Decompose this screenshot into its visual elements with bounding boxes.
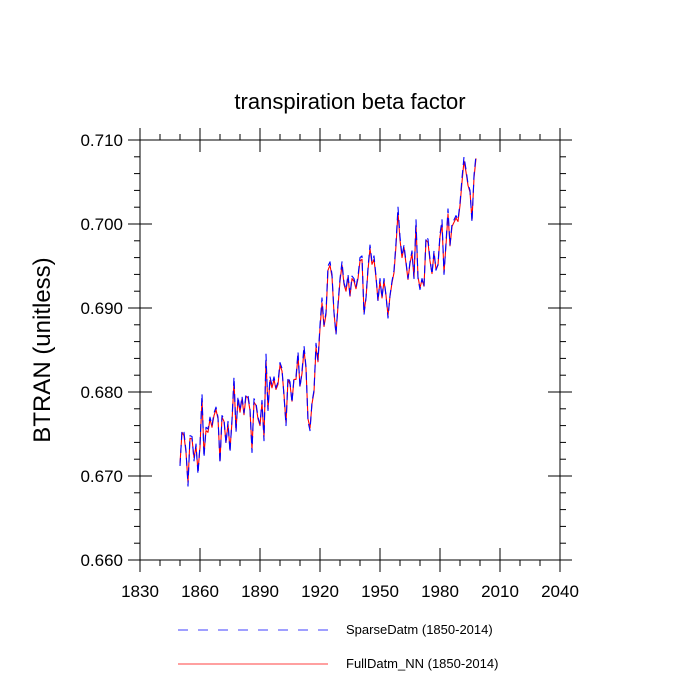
x-tick-label: 1830	[121, 582, 159, 601]
plot-frame	[139, 139, 561, 561]
y-tick-label: 0.690	[80, 299, 123, 318]
x-tick-label: 1920	[301, 582, 339, 601]
y-tick-label: 0.680	[80, 383, 123, 402]
legend-label-sparsedatm: SparseDatm (1850-2014)	[346, 622, 493, 637]
y-tick-label: 0.710	[80, 131, 123, 150]
x-tick-label: 1950	[361, 582, 399, 601]
legend: SparseDatm (1850-2014) FullDatm_NN (1850…	[178, 622, 498, 671]
y-tick-label: 0.670	[80, 467, 123, 486]
legend-label-fulldatm-nn: FullDatm_NN (1850-2014)	[346, 656, 498, 671]
y-tick-label: 0.700	[80, 215, 123, 234]
series-line-sparsedatm	[179, 155, 477, 487]
x-tick-label: 1980	[421, 582, 459, 601]
x-tick-label: 2040	[541, 582, 579, 601]
y-axis-label: BTRAN (unitless)	[29, 257, 56, 442]
chart-title: transpiration beta factor	[234, 89, 465, 114]
x-tick-labels: 1830 1860 1890 1920 1950 1980 2010 2040	[121, 582, 579, 601]
y-tick-label: 0.660	[80, 551, 123, 570]
x-tick-label: 1860	[181, 582, 219, 601]
axis-ticks	[128, 128, 572, 572]
series-group	[179, 155, 477, 487]
x-tick-label: 2010	[481, 582, 519, 601]
y-tick-labels: 0.660 0.670 0.680 0.690 0.700 0.710	[80, 131, 123, 570]
series-line-fulldatm-nn	[179, 158, 477, 484]
x-tick-label: 1890	[241, 582, 279, 601]
